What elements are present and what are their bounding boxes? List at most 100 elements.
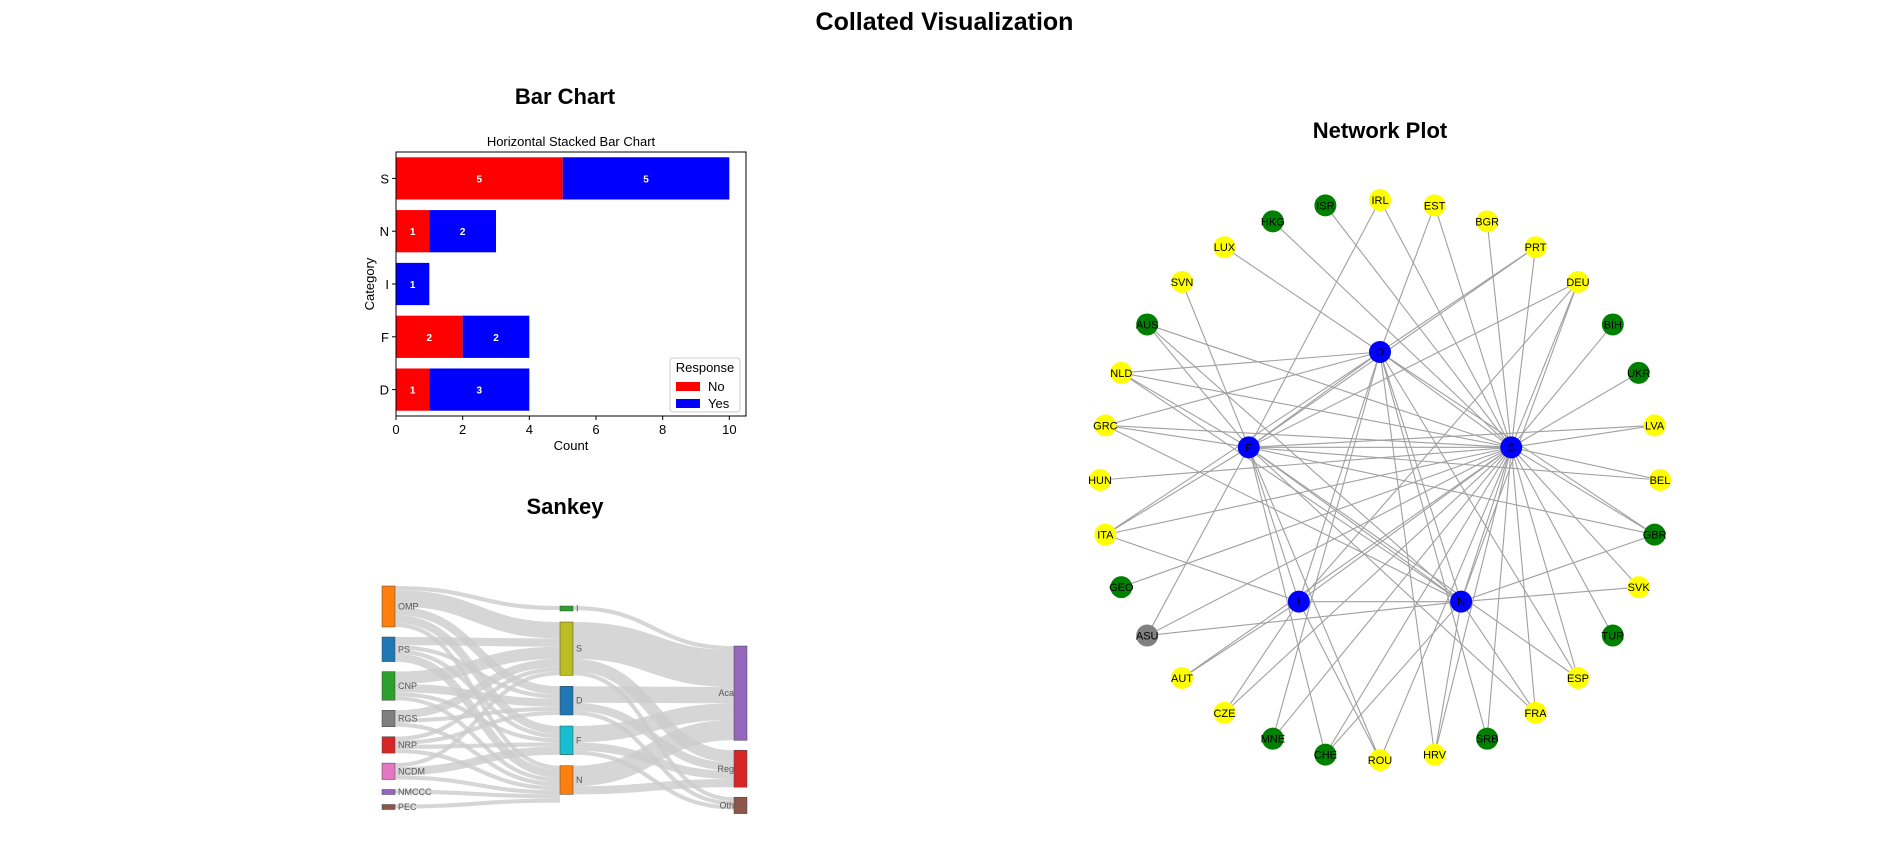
legend-label-no: No [708, 379, 725, 394]
network-edge-N-GBR [1460, 534, 1655, 603]
network-edge-F-D [1248, 351, 1381, 448]
network-node-UKR [1627, 361, 1650, 384]
network-edge-F-DEU [1248, 281, 1579, 448]
page-title: Collated Visualization [815, 8, 1074, 36]
y-tick-label-F: F [381, 330, 389, 345]
network-edge-F-GRC [1105, 424, 1249, 448]
network-edge-S-MNE [1272, 447, 1512, 740]
network-node-F [1237, 436, 1260, 459]
network-edge-S-HKG [1272, 220, 1512, 448]
network-node-label-GBR: GBR [1643, 530, 1667, 542]
sankey-panel-title: Sankey [526, 494, 604, 519]
network-edge-S-IRL [1379, 199, 1512, 448]
sankey-link-RGS-N [394, 722, 561, 787]
network-edge-N-HRV [1434, 601, 1462, 755]
network-node-AUT [1171, 666, 1194, 689]
network-edge-D-MNE [1272, 351, 1381, 739]
network-edge-N-AUS [1146, 324, 1462, 603]
network-edge-D-EST [1379, 205, 1436, 353]
network-node-label-HKG: HKG [1261, 216, 1285, 228]
network-node-label-CZE: CZE [1213, 708, 1235, 720]
network-edge-N-SVK [1461, 586, 1639, 603]
network-node-I [1287, 590, 1310, 613]
network-edge-D-LUX [1224, 246, 1381, 353]
network-node-BIH [1601, 313, 1624, 336]
sankey-link-F-Oth [572, 750, 735, 810]
sankey-link-CNP-S [394, 646, 561, 684]
sankey-link-OMP-S [394, 590, 561, 639]
network-edge-F-NLD [1121, 372, 1250, 448]
sankey-node-NCDM [381, 762, 396, 780]
sankey-link-RGS-D [394, 706, 561, 723]
sankey-link-NRP-F [394, 742, 561, 749]
network-edge-S-I [1298, 446, 1512, 603]
network-node-EST [1423, 194, 1446, 217]
network-node-PRT [1524, 236, 1547, 259]
sankey-node-label-RGS: RGS [398, 714, 418, 724]
network-node-label-S: S [1508, 442, 1515, 454]
network-node-GRC [1094, 414, 1117, 437]
bar-label-D-no: 1 [410, 386, 416, 397]
network-edge-S-GRC [1105, 424, 1512, 448]
network-node-label-GRC: GRC [1093, 420, 1118, 432]
sankey-node-label-I: I [576, 604, 579, 614]
bar-label-D-yes: 3 [477, 386, 483, 397]
network-node-label-ISR: ISR [1316, 200, 1334, 212]
sankey-node-label-PS: PS [398, 644, 410, 654]
bar-S-no [396, 157, 563, 200]
network-edge-N-ASU [1147, 601, 1462, 637]
sankey-node-S [559, 621, 574, 676]
network-edge-F-BEL [1248, 446, 1661, 481]
network-node-label-LVA: LVA [1645, 420, 1665, 432]
sankey-node-NMCCC [381, 789, 396, 795]
sankey-link-OMP-F [394, 614, 561, 735]
network-edge-F-PRT [1248, 246, 1536, 448]
network-node-HUN [1089, 469, 1111, 491]
legend-swatch-no [676, 382, 700, 391]
network-node-BEL [1649, 469, 1671, 491]
sankey-node-label-Reg: Reg [717, 764, 734, 774]
bar-label-F-yes: 2 [493, 333, 499, 344]
sankey-link-NCDM-F [394, 746, 561, 776]
sankey-link-NRP-D [394, 710, 561, 745]
network-node-label-EST: EST [1424, 200, 1446, 212]
network-node-label-GEO: GEO [1109, 582, 1134, 594]
network-edge-F-CHE [1248, 447, 1326, 755]
network-node-ASU [1136, 624, 1159, 647]
network-edge-S-GBR [1510, 446, 1655, 536]
network-edge-F-N [1248, 446, 1462, 603]
network-edge-S-TUR [1510, 447, 1614, 636]
network-edge-N-CHE [1324, 601, 1462, 755]
network-edge-F-SVN [1181, 281, 1250, 448]
network-edge-N-NLD [1121, 372, 1462, 603]
network-edge-D-SRB [1379, 351, 1488, 739]
network-node-label-BIH: BIH [1604, 319, 1622, 331]
network-edge-F-AUS [1146, 324, 1250, 448]
sankey-node-NRP [381, 736, 396, 754]
network-edge-S-AUT [1181, 446, 1512, 679]
network-node-DEU [1566, 271, 1589, 294]
network-node-HRV [1423, 743, 1446, 766]
sankey-node-label-S: S [576, 644, 582, 654]
network-chart: IRL EST BGR PRT DEU BIH UKR LVA BEL GBR SVK TUR ESP F… [1088, 189, 1671, 771]
network-edge-S-BGR [1486, 221, 1512, 448]
network-edge-S-ESP [1510, 447, 1579, 679]
network-edge-S-NLD [1121, 372, 1512, 448]
network-node-AUS [1136, 313, 1159, 336]
bar-F-yes [462, 315, 530, 358]
bar-S-yes [562, 157, 730, 200]
network-node-label-BEL: BEL [1650, 475, 1671, 487]
sankey-node-label-NRP: NRP [398, 740, 417, 750]
bar-label-F-no: 2 [427, 333, 433, 344]
network-edge-F-ROU [1248, 447, 1381, 761]
sankey-link-S-Aca [572, 622, 735, 687]
sankey-node-Aca [733, 645, 748, 741]
network-node-label-NLD: NLD [1110, 368, 1132, 380]
network-edge-S-N [1460, 447, 1512, 602]
sankey-node-D [559, 686, 574, 716]
bar-panel-title: Bar Chart [514, 84, 616, 109]
network-node-label-CHE: CHE [1314, 750, 1337, 762]
network-edge-D-PRT [1379, 246, 1536, 353]
x-tick-label: 6 [592, 422, 599, 437]
network-panel-title: Network Plot [1312, 118, 1448, 143]
